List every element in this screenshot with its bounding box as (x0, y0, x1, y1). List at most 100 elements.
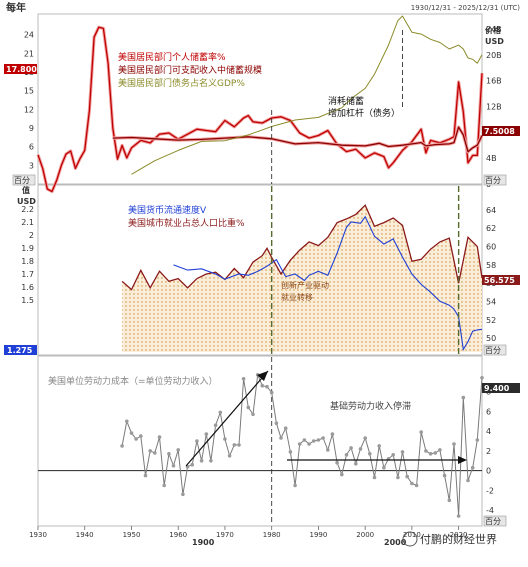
bot-point-1974 (241, 377, 246, 381)
bot-point-2025 (480, 376, 484, 380)
bot-right-tick-4: 4 (486, 427, 491, 436)
mid-right-tick-62: 62 (486, 224, 496, 233)
top-right-tick-24B: 24B (486, 25, 502, 34)
panel-bot-frame (37, 355, 483, 527)
bot-point-1969 (218, 410, 223, 415)
top-left-axis-badge (12, 174, 36, 186)
bot-point-1990 (316, 438, 321, 442)
mid-left-tick-1.9: 1.9 (21, 244, 34, 253)
top-right-tick-12B: 12B (486, 103, 502, 112)
mid-right-badge-value: 56.575 (484, 276, 515, 285)
annotation-wage-stagnation: 基础劳动力收入停滞 (330, 400, 411, 412)
bot-point-2007 (396, 475, 400, 480)
bot-point-1952 (139, 434, 143, 438)
bot-point-1991 (321, 436, 325, 440)
bot-point-2002 (372, 475, 377, 480)
bot-point-1995 (340, 472, 344, 477)
top-right-axis-label: 百分 (485, 176, 501, 185)
bot-point-2001 (368, 452, 372, 456)
top-right-badge-value: 7.5008 (484, 127, 515, 136)
bot-point-1971 (227, 454, 232, 458)
x-tick-2020: 2020 (450, 531, 468, 539)
bot-point-1982 (279, 436, 283, 440)
bot-point-1978 (260, 383, 265, 388)
bot-point-1975 (246, 405, 251, 410)
bot-point-1961 (181, 492, 185, 497)
bot-point-1954 (148, 449, 152, 453)
bot-point-2016 (438, 448, 442, 452)
bot-point-1996 (344, 453, 349, 457)
flat-wage-arrowhead (458, 456, 467, 464)
bot-point-1984 (288, 450, 293, 454)
x-tick-1970: 1970 (216, 531, 234, 539)
x-sub-label-left: 1900 (192, 538, 215, 547)
bot-point-1967 (209, 459, 213, 463)
bot-point-1955 (153, 451, 157, 455)
bot-point-1993 (330, 432, 335, 436)
bot-point-1968 (213, 423, 218, 428)
x-tick-1980: 1980 (263, 531, 281, 539)
mid-series-urban-line (121, 204, 483, 291)
top-left-unit: 每年 (6, 1, 26, 14)
bot-point-2004 (382, 465, 386, 470)
bot-point-1987 (302, 438, 307, 442)
mid-left-tick-2: 2 (29, 231, 34, 240)
x-tick-1990: 1990 (309, 531, 327, 539)
mid-right-tick-54: 54 (486, 298, 496, 307)
bot-point-1997 (349, 446, 353, 450)
mid-right-badge (482, 275, 520, 285)
bot-point-1992 (326, 448, 330, 452)
bot-point-1957 (162, 483, 166, 488)
top-right-axis-badge (483, 174, 507, 186)
x-tick-2000: 2000 (356, 531, 374, 539)
top-left-tick-21: 21 (24, 49, 34, 58)
bot-point-1999 (358, 447, 363, 451)
annotation-consume-savings-1: 消耗储蓄 (328, 95, 364, 107)
bot-point-1989 (311, 439, 316, 443)
bot-point-1960 (176, 448, 180, 452)
top-left-tick-15: 15 (24, 87, 34, 96)
bot-right-tick--4: -4 (486, 506, 494, 515)
bot-point-2006 (391, 453, 396, 457)
legend-household-debt: 美国居民部门债务占名义GDP% (118, 77, 245, 89)
bot-point-1949 (125, 419, 129, 424)
mid-left-tick-2.2: 2.2 (21, 205, 34, 214)
top-left-axis-label: 百分 (14, 176, 30, 185)
mid-left-tick-1.7: 1.7 (21, 270, 34, 279)
bot-right-axis-label: 百分 (485, 517, 501, 526)
annotation-innovation-1: 创新产业驱动 (281, 280, 329, 290)
annotation-consume-savings-2: 增加杠杆（债务） (328, 107, 400, 119)
mid-left-title-2: USD (17, 197, 36, 206)
mid-left-badge (4, 345, 37, 355)
bot-right-badge (482, 383, 520, 393)
bot-point-1980 (269, 390, 274, 395)
top-right-title-1: 价格 (485, 25, 502, 35)
bot-point-2022 (466, 478, 470, 483)
bot-point-1956 (157, 435, 162, 439)
watermark-text: 付鹏的财经世界 (420, 532, 497, 546)
top-left-tick-24: 24 (24, 31, 34, 40)
bot-point-2015 (433, 451, 438, 455)
top-left-tick-3: 3 (29, 161, 34, 170)
mid-right-tick-64: 64 (486, 206, 496, 215)
bot-right-axis-badge (483, 515, 507, 527)
top-right-tick-20B: 20B (486, 51, 502, 60)
mid-right-tick-52: 52 (486, 316, 496, 325)
top-left-badge (4, 64, 37, 74)
bot-point-1972 (232, 443, 237, 447)
bot-point-2008 (400, 450, 405, 454)
top-series-2-line (131, 15, 483, 175)
bot-point-1965 (199, 459, 204, 463)
mid-left-tick-2.1: 2.1 (21, 218, 34, 227)
x-tick-2010: 2010 (403, 531, 421, 539)
bot-point-1976 (251, 412, 255, 417)
bot-right-tick--2: -2 (486, 486, 494, 495)
top-right-tick-16B: 16B (486, 77, 502, 86)
legend-saving-rate: 美国居民部门个人储蓄率% (118, 51, 226, 63)
x-tick-1960: 1960 (169, 531, 187, 539)
bot-point-2013 (424, 449, 428, 453)
bot-point-2019 (452, 442, 456, 446)
bot-point-2024 (475, 438, 480, 442)
legend-velocity: 美国货币流通速度V (128, 204, 207, 216)
bot-right-badge-value: 9.400 (484, 384, 510, 393)
